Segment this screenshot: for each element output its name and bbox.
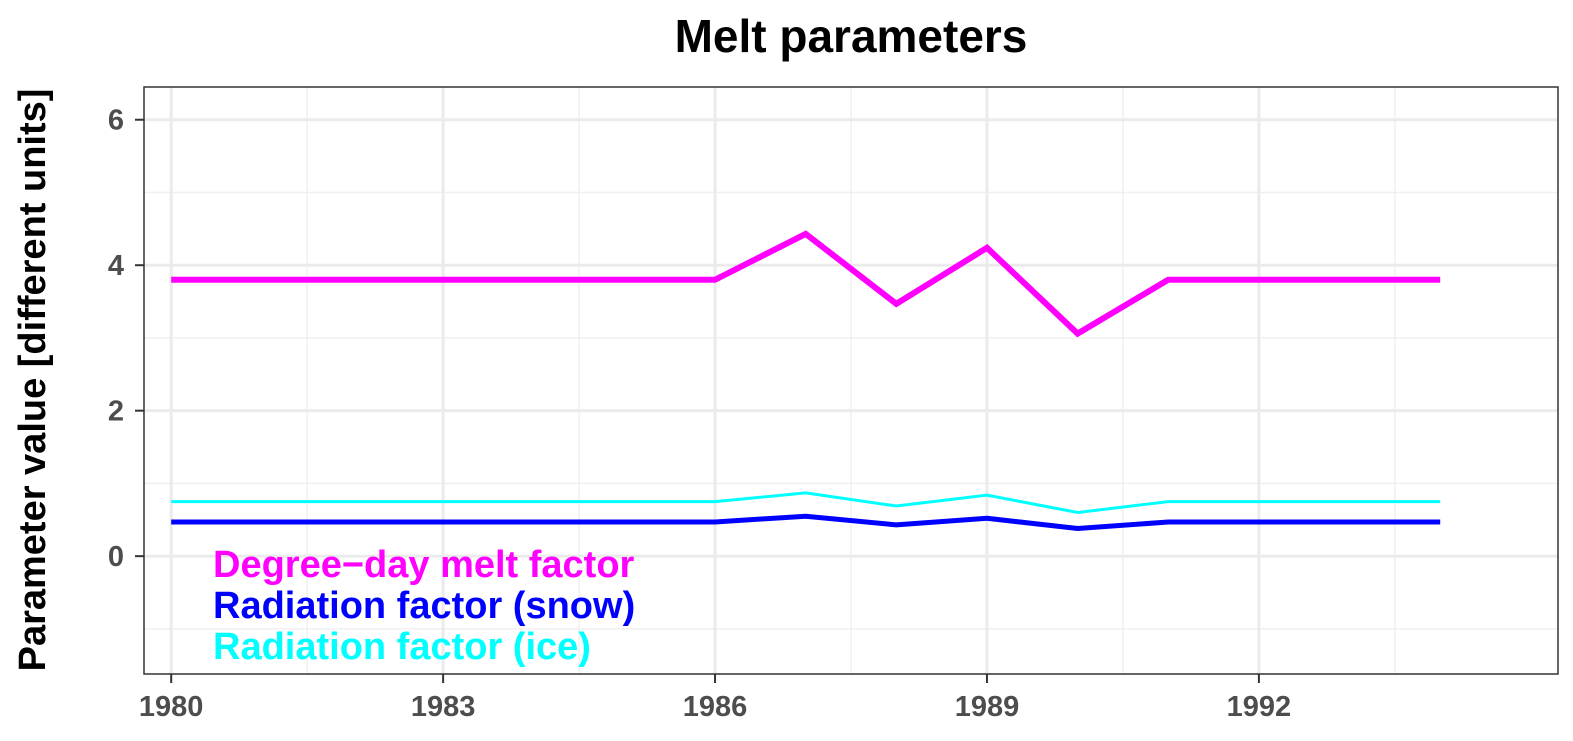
y-axis-label: Parameter value [different units] [12,89,54,672]
y-tick-label: 4 [108,250,124,282]
axis-ticks: 1980 1983 1986 1989 1992 0 2 4 6 [108,105,1291,723]
x-tick-label: 1986 [683,691,748,723]
series-line-1 [171,230,1441,338]
series-line-2 [171,513,1441,532]
legend-entry-1: Degree−day melt factor [213,544,635,586]
x-tick-label: 1983 [411,691,476,723]
x-tick-label: 1992 [1227,691,1292,723]
chart-title: Melt parameters [675,10,1028,62]
legend-entry-2: Radiation factor (snow) [213,585,635,627]
plot-panel-border [143,86,1559,675]
minor-gridlines [144,87,1558,674]
y-tick-label: 2 [108,396,124,428]
x-tick-label: 1989 [955,691,1020,723]
y-tick-label: 6 [108,105,124,137]
series-lines [171,230,1441,532]
y-tick-label: 0 [108,541,124,573]
series-line-3 [171,491,1441,515]
x-tick-label: 1980 [139,691,204,723]
legend-entry-3: Radiation factor (ice) [213,626,591,668]
